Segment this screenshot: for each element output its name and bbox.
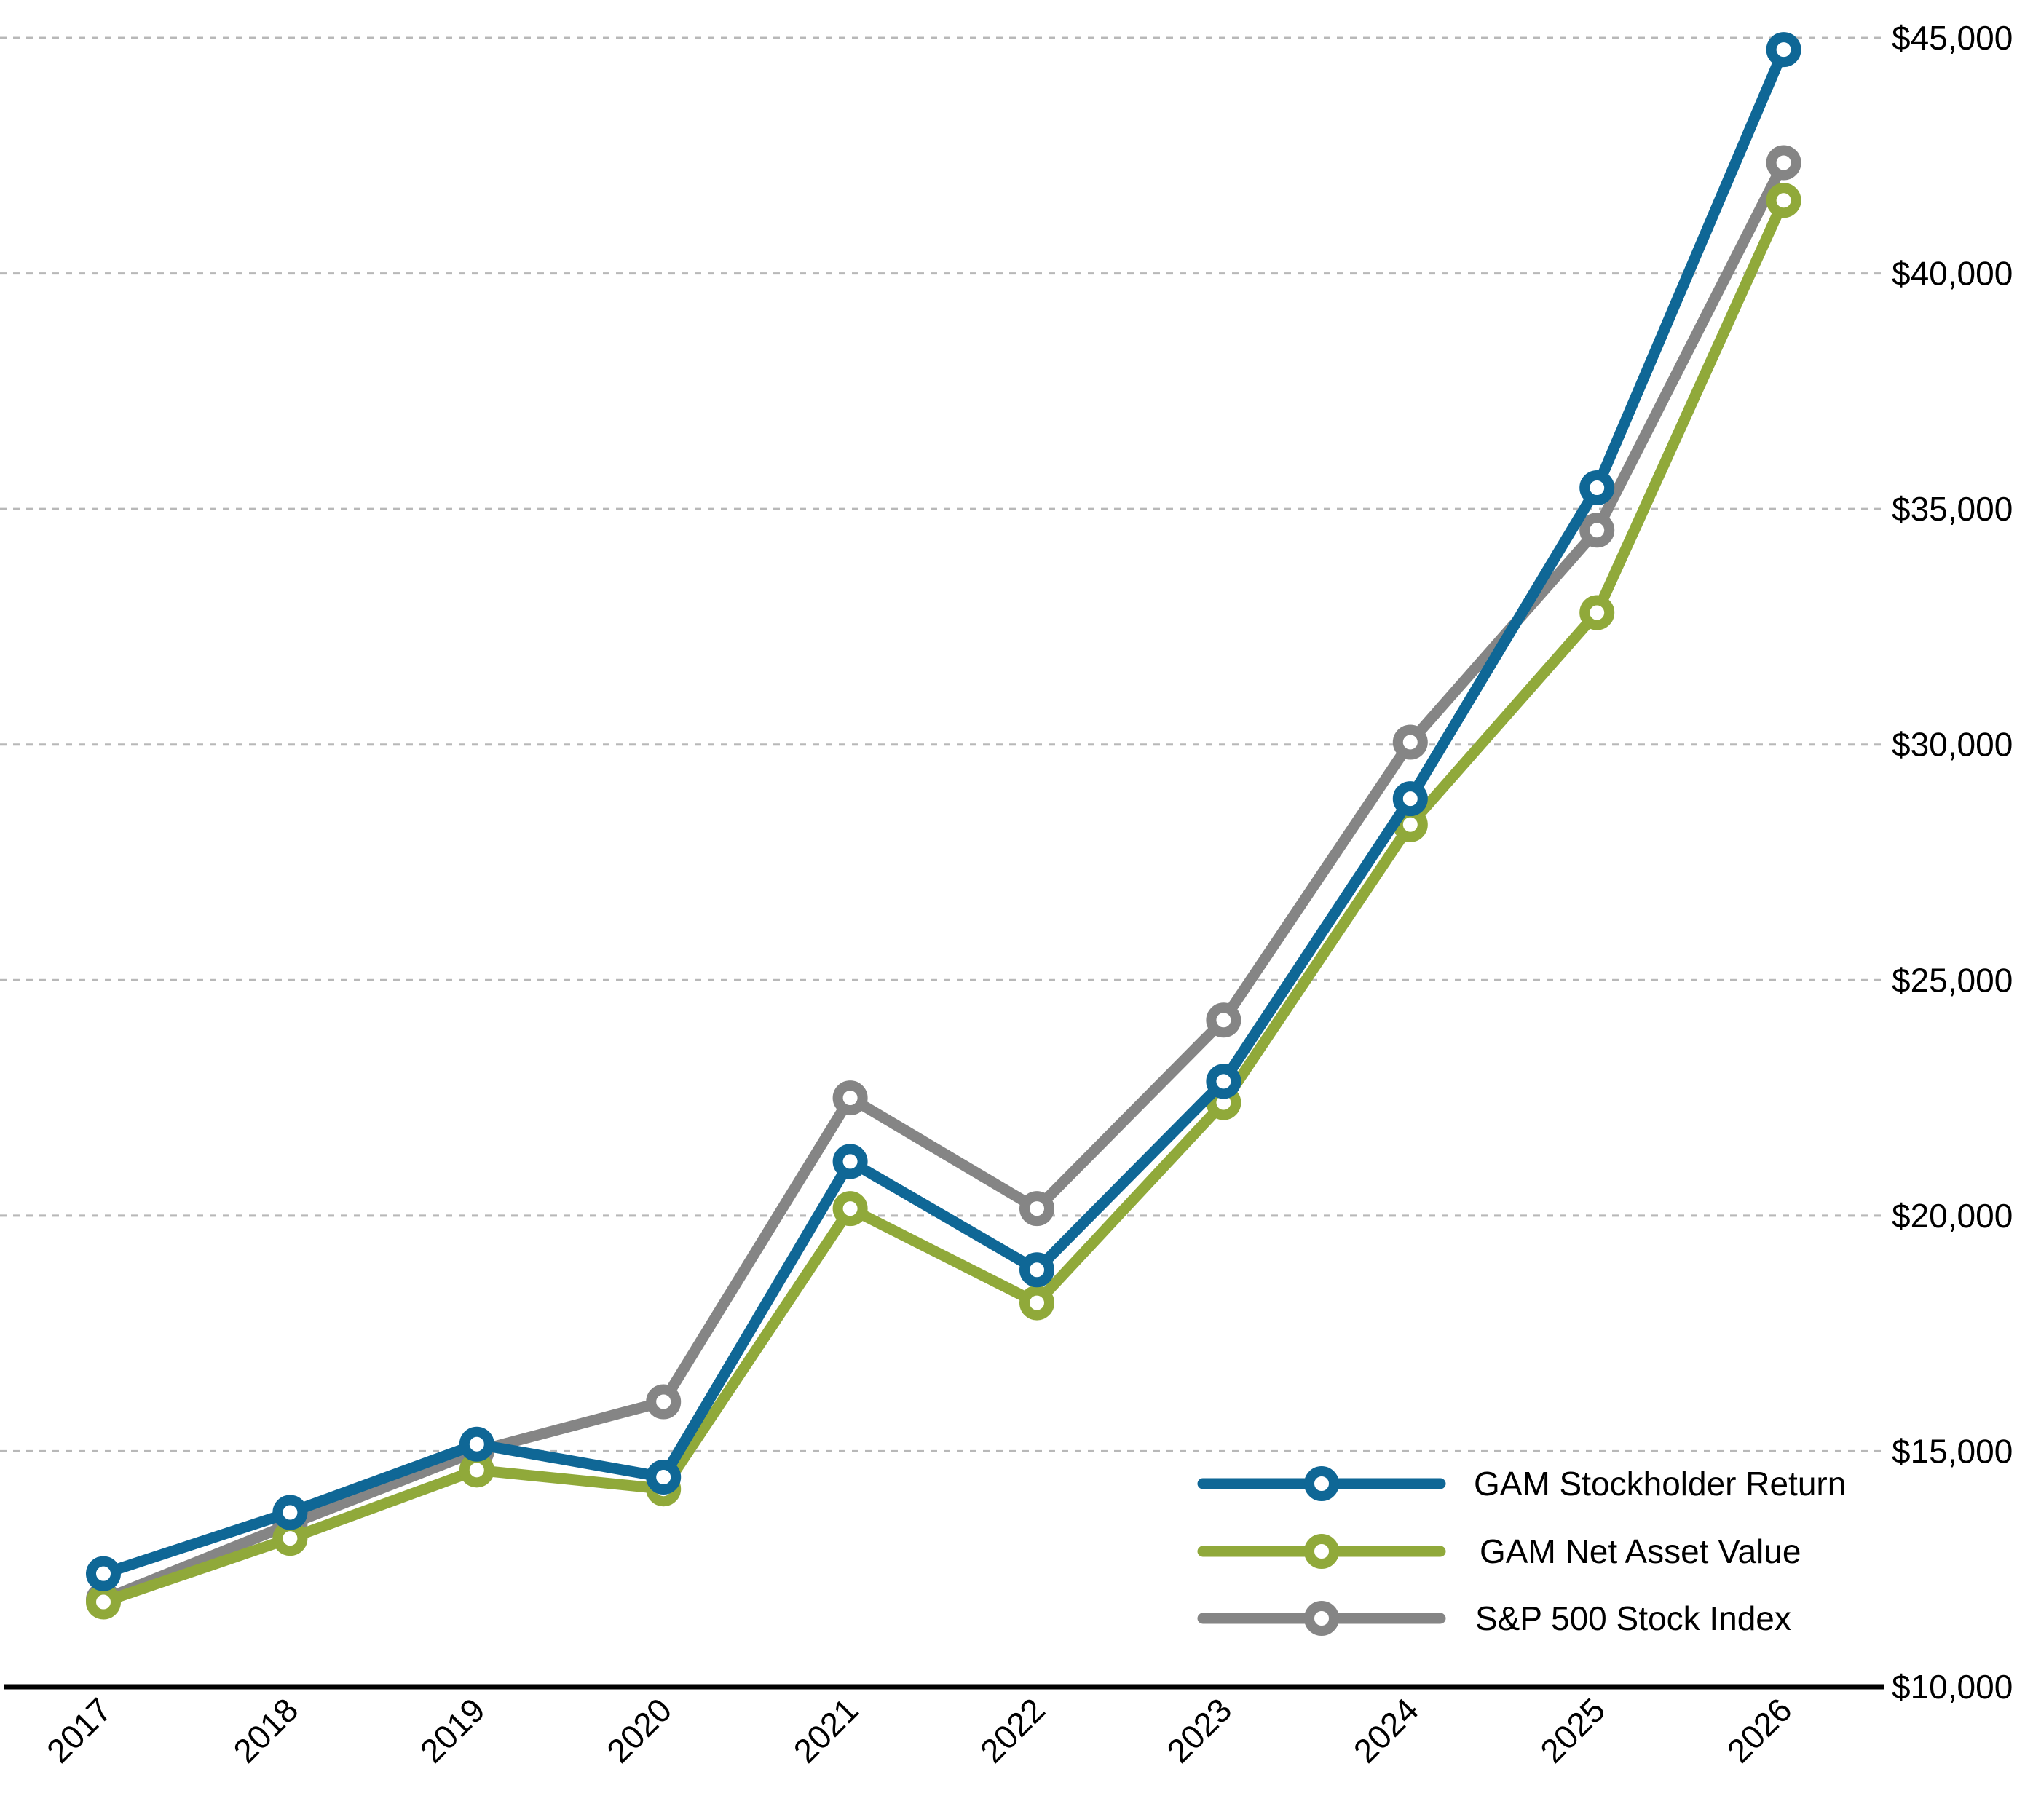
data-point	[646, 1384, 682, 1420]
legend-label: GAM Stockholder Return	[1474, 1465, 1846, 1503]
y-axis-ticks: $10,000 $15,000 $20,000 $25,000 $30,000 $35,0…	[1892, 19, 2013, 1706]
x-tick-label: 2017	[39, 1690, 119, 1770]
x-tick-label: 2022	[973, 1690, 1052, 1770]
legend-swatch-marker	[1304, 1534, 1339, 1569]
x-tick-label: 2023	[1159, 1690, 1239, 1770]
x-tick-label: 2019	[413, 1690, 492, 1770]
data-point	[1019, 1285, 1054, 1321]
y-tick-label: $30,000	[1892, 726, 2013, 764]
legend-item: S&P 500 Stock Index	[1197, 1599, 1791, 1637]
legend-item: GAM Stockholder Return	[1197, 1465, 1846, 1503]
legend-swatch-marker	[1304, 1466, 1339, 1501]
x-tick-label: 2026	[1720, 1690, 1799, 1770]
x-tick-label: 2020	[599, 1690, 679, 1770]
data-point	[1579, 595, 1615, 630]
data-point	[459, 1426, 494, 1462]
y-tick-label: $45,000	[1892, 19, 2013, 57]
data-point	[1766, 145, 1801, 181]
data-point	[86, 1556, 121, 1591]
data-point	[86, 1584, 121, 1620]
data-point	[1206, 1064, 1241, 1099]
data-point	[272, 1495, 308, 1530]
data-point	[832, 1191, 868, 1227]
data-point	[1392, 724, 1428, 760]
gridlines	[0, 36, 1884, 1452]
legend-item: GAM Net Asset Value	[1197, 1532, 1801, 1570]
x-tick-label: 2021	[786, 1690, 866, 1770]
series-lines	[86, 32, 1801, 1620]
data-point	[1206, 1002, 1241, 1038]
x-tick-label: 2018	[226, 1690, 305, 1770]
x-tick-label: 2024	[1346, 1690, 1426, 1770]
legend-swatch-marker	[1304, 1601, 1339, 1636]
series-0	[86, 32, 1801, 1591]
data-point	[1766, 183, 1801, 218]
y-tick-label: $25,000	[1892, 961, 2013, 999]
data-point	[1019, 1191, 1054, 1227]
y-tick-label: $15,000	[1892, 1432, 2013, 1470]
series-2	[86, 145, 1801, 1618]
x-tick-label: 2025	[1533, 1690, 1612, 1770]
y-tick-label: $20,000	[1892, 1197, 2013, 1235]
data-point	[1392, 781, 1428, 817]
data-point	[646, 1460, 682, 1495]
legend: GAM Stockholder Return GAM Net Asset Valu…	[1197, 1465, 1846, 1637]
data-point	[1766, 32, 1801, 68]
legend-label: S&P 500 Stock Index	[1475, 1599, 1791, 1637]
data-point	[1579, 513, 1615, 548]
series-1	[86, 183, 1801, 1620]
data-point	[1579, 470, 1615, 506]
legend-label: GAM Net Asset Value	[1480, 1532, 1801, 1570]
data-point	[832, 1144, 868, 1179]
series-line	[98, 194, 1790, 1608]
y-tick-label: $35,000	[1892, 490, 2013, 528]
series-line	[98, 44, 1790, 1580]
data-point	[1019, 1252, 1054, 1288]
x-axis-ticks: 2017 2018 2019 2020 2021 2022 2023 2024 2025 2026	[39, 1690, 1799, 1770]
data-point	[832, 1080, 868, 1116]
y-tick-label: $40,000	[1892, 255, 2013, 293]
y-tick-label: $10,000	[1892, 1668, 2013, 1706]
series-line	[98, 157, 1790, 1605]
